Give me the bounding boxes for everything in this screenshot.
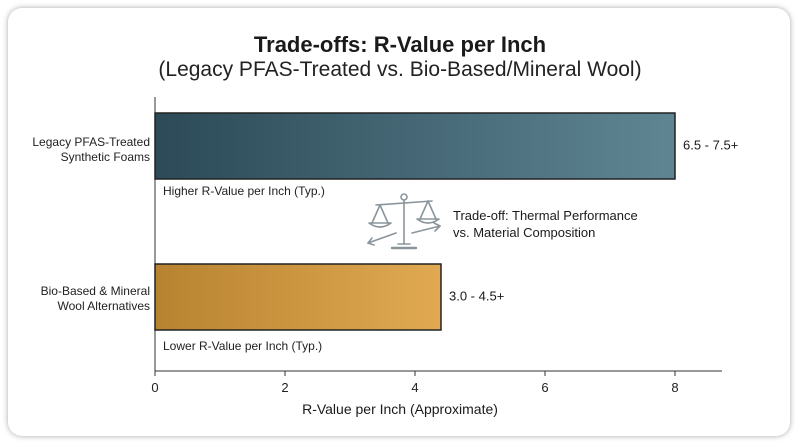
- bar-note-lower: Lower R-Value per Inch (Typ.): [163, 339, 322, 353]
- x-axis-title: R-Value per Inch (Approximate): [302, 401, 498, 417]
- category-label-bio-line2: Wool Alternatives: [58, 299, 151, 313]
- bar-note-higher: Higher R-Value per Inch (Typ.): [163, 184, 325, 198]
- annotation-line2: vs. Material Composition: [453, 225, 595, 240]
- chart-subtitle: (Legacy PFAS-Treated vs. Bio-Based/Miner…: [158, 58, 642, 81]
- x-tick-label: 2: [281, 380, 288, 395]
- x-tick-label: 6: [541, 380, 548, 395]
- x-tick-label: 8: [671, 380, 678, 395]
- bar-legacy-pfas: [154, 112, 676, 180]
- bar-bio-based: [154, 263, 442, 331]
- value-label-bio: 3.0 - 4.5+: [449, 288, 504, 303]
- chart-title: Trade-offs: R-Value per Inch: [253, 32, 547, 57]
- x-tick-label: 4: [411, 380, 418, 395]
- value-label-legacy: 6.5 - 7.5+: [683, 137, 738, 152]
- x-tick-label: 0: [151, 380, 158, 395]
- annotation-line1: Trade-off: Thermal Performance: [453, 208, 638, 223]
- category-label-bio-line1: Bio-Based & Mineral: [41, 284, 150, 298]
- category-label-legacy-line1: Legacy PFAS-Treated: [32, 135, 150, 149]
- chart-card: [8, 8, 790, 436]
- category-label-legacy-line2: Synthetic Foams: [61, 150, 150, 164]
- balance-scale-icon: [367, 193, 441, 250]
